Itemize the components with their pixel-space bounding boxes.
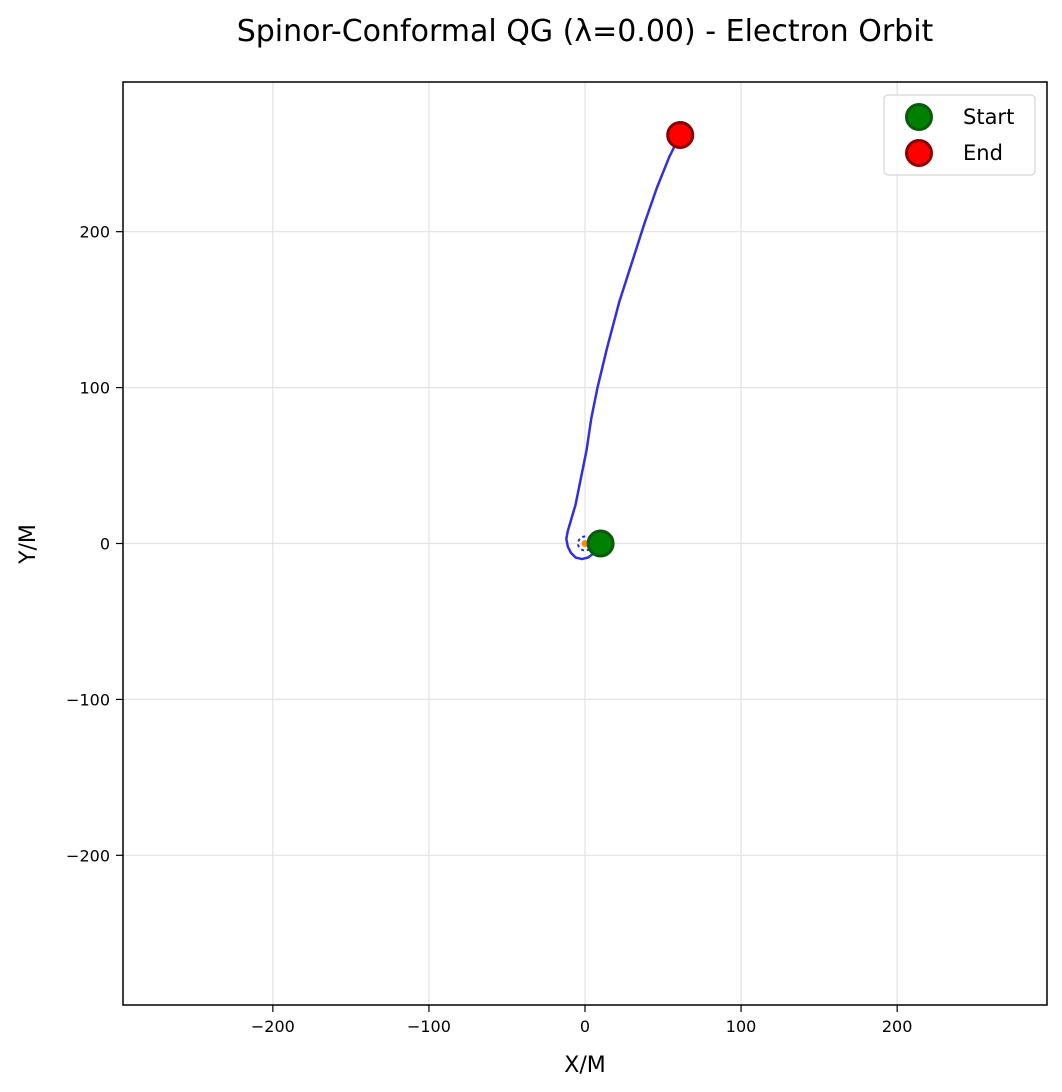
legend: Start End xyxy=(883,94,1036,176)
y-tick-label: 100 xyxy=(79,379,110,398)
axis-ticks: −200 −100 0 100 200 −200 −100 0 100 200 xyxy=(66,223,912,1036)
legend-end-marker xyxy=(905,139,933,167)
x-axis-label: X/M xyxy=(564,1053,605,1078)
y-tick-label: 200 xyxy=(79,223,110,242)
y-axis-label: Y/M xyxy=(16,524,41,565)
plot-data xyxy=(565,121,695,561)
x-tick-label: −200 xyxy=(251,1017,295,1036)
x-tick-label: −100 xyxy=(407,1017,451,1036)
legend-start-label: Start xyxy=(963,105,1014,129)
x-tick-label: 200 xyxy=(882,1017,913,1036)
x-tick-label: 100 xyxy=(726,1017,757,1036)
y-tick-label: −200 xyxy=(66,846,110,865)
start-marker xyxy=(586,529,615,558)
end-marker xyxy=(666,121,695,150)
orbit-path xyxy=(565,134,682,561)
y-tick-label: 0 xyxy=(100,535,110,554)
y-tick-label: −100 xyxy=(66,690,110,709)
legend-end-label: End xyxy=(963,141,1003,165)
x-tick-label: 0 xyxy=(580,1017,590,1036)
legend-start-marker xyxy=(905,103,933,131)
chart-title: Spinor-Conformal QG (λ=0.00) - Electron … xyxy=(237,14,934,49)
